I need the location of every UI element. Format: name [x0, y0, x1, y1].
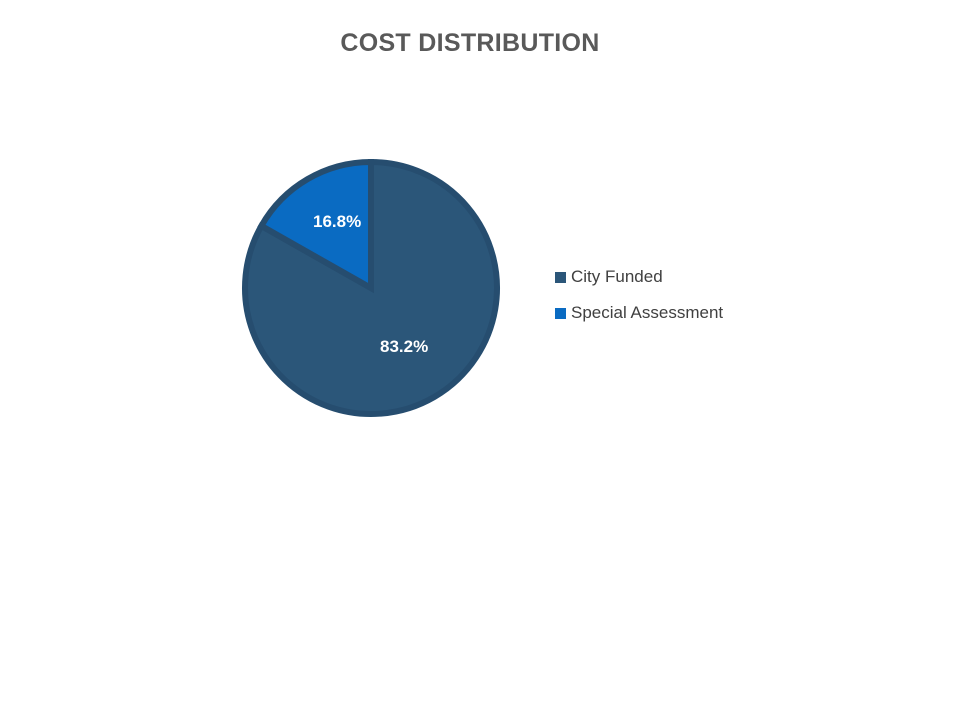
legend-label: Special Assessment [571, 303, 724, 322]
pie-slice-city-funded [242, 158, 500, 417]
slice-label-special-assessment: 16.8% [313, 212, 362, 231]
legend-item-city-funded: City Funded [555, 259, 723, 295]
legend-label: City Funded [571, 267, 663, 286]
legend-item-special-assessment: Special Assessment [555, 295, 723, 331]
legend-swatch-special-assessment [555, 307, 566, 319]
slice-label-city-funded: 83.2% [380, 337, 429, 356]
chart-title: COST DISTRIBUTION [340, 29, 600, 57]
legend-swatch-city-funded [555, 271, 566, 283]
pie-slice-special-assessment [257, 158, 374, 294]
legend: City Funded Special Assessment [555, 259, 723, 331]
